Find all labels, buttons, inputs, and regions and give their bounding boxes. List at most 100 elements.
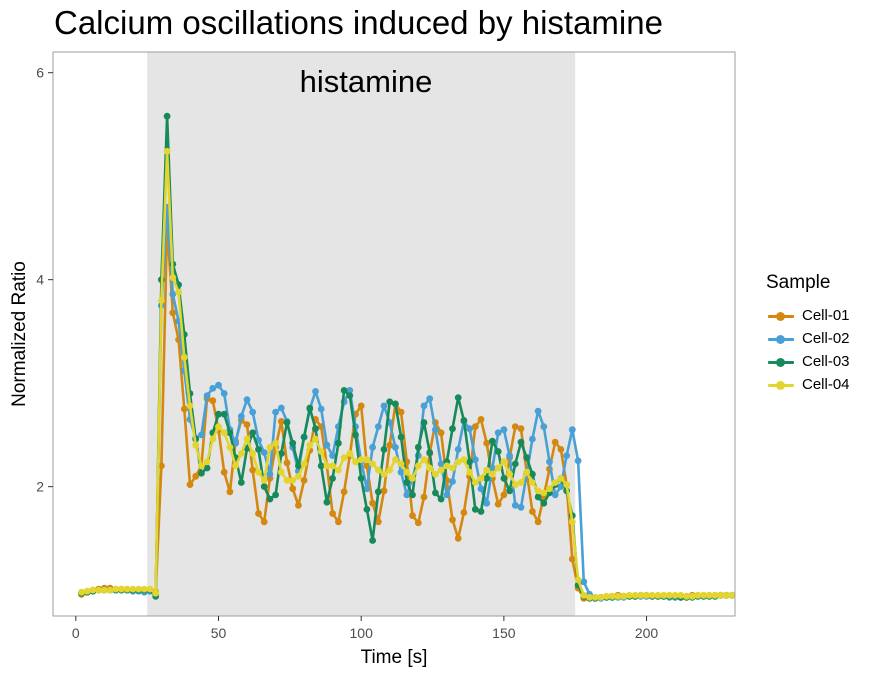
data-point: [483, 475, 491, 482]
data-point: [551, 438, 559, 446]
data-point: [694, 591, 702, 599]
data-point: [220, 390, 228, 397]
data-point: [443, 462, 451, 470]
data-point: [357, 402, 365, 410]
data-point: [374, 423, 382, 430]
data-point: [340, 387, 348, 394]
data-point: [226, 488, 234, 496]
data-point: [101, 586, 108, 594]
data-point: [300, 460, 308, 468]
data-point: [397, 408, 405, 416]
data-point: [551, 479, 559, 486]
data-point: [506, 487, 513, 495]
data-point: [186, 402, 194, 410]
data-point: [683, 592, 690, 600]
data-point: [529, 470, 536, 478]
data-point: [437, 495, 445, 503]
data-point: [226, 443, 234, 451]
data-point: [489, 470, 496, 478]
data-point: [414, 443, 422, 451]
data-point: [626, 591, 633, 599]
data-point: [403, 468, 411, 476]
data-point: [249, 466, 257, 474]
data-point: [557, 475, 565, 482]
data-point: [397, 433, 405, 441]
data-point: [169, 274, 177, 281]
data-point: [220, 468, 228, 476]
data-point: [386, 398, 394, 406]
data-point: [591, 594, 599, 601]
data-point: [255, 446, 262, 453]
data-point: [420, 456, 428, 464]
data-point: [717, 591, 725, 599]
data-point: [232, 462, 240, 470]
data-point: [106, 586, 114, 594]
data-point: [237, 412, 245, 420]
data-point: [688, 592, 696, 600]
data-point: [266, 470, 274, 478]
data-point: [449, 478, 456, 485]
data-point: [551, 491, 559, 499]
data-point: [243, 396, 251, 404]
data-point: [460, 417, 468, 424]
data-point: [369, 537, 376, 544]
data-point: [477, 485, 485, 493]
data-point: [568, 555, 576, 563]
data-point: [357, 475, 365, 482]
data-point: [346, 392, 354, 399]
histamine-region-layer: [147, 52, 576, 616]
data-point: [329, 462, 336, 470]
data-point: [78, 588, 85, 596]
data-point: [129, 585, 137, 593]
data-point: [506, 452, 513, 459]
data-point: [312, 425, 319, 433]
data-point: [329, 510, 336, 517]
data-point: [557, 446, 565, 453]
data-point: [432, 470, 439, 478]
y-tick-label: 6: [36, 65, 44, 81]
data-point: [580, 591, 588, 599]
data-point: [380, 470, 388, 478]
data-point: [506, 470, 513, 478]
data-point: [209, 397, 217, 405]
data-point: [637, 591, 645, 599]
data-point: [426, 395, 434, 403]
x-tick-label: 100: [350, 625, 374, 641]
data-point: [511, 481, 519, 488]
data-point: [723, 591, 730, 599]
legend-swatch: [766, 378, 796, 392]
data-point: [420, 493, 428, 501]
data-point: [249, 429, 257, 437]
data-point: [500, 458, 508, 466]
data-point: [568, 518, 576, 526]
data-point: [237, 450, 245, 457]
data-point: [283, 477, 291, 484]
y-tick-label: 4: [36, 272, 44, 288]
data-point: [237, 479, 245, 486]
data-point: [380, 402, 388, 410]
legend-item: Cell-04: [766, 373, 850, 396]
data-point: [489, 464, 496, 472]
data-point: [705, 591, 713, 599]
data-point: [192, 441, 200, 449]
data-point: [529, 508, 536, 515]
data-point: [260, 518, 268, 526]
data-point: [112, 585, 120, 593]
data-point: [643, 591, 650, 599]
data-point: [192, 472, 200, 480]
data-point: [374, 518, 382, 526]
data-point: [163, 112, 171, 120]
y-tick-label: 2: [36, 479, 44, 495]
data-point: [620, 592, 628, 600]
data-point: [369, 443, 376, 451]
data-point: [146, 585, 154, 593]
data-point: [283, 459, 291, 467]
data-point: [352, 431, 359, 439]
data-point: [449, 464, 456, 472]
data-point: [277, 418, 285, 425]
data-point: [140, 585, 148, 593]
data-point: [363, 456, 371, 464]
data-point: [414, 519, 422, 527]
data-point: [266, 443, 274, 451]
data-point: [648, 591, 656, 599]
